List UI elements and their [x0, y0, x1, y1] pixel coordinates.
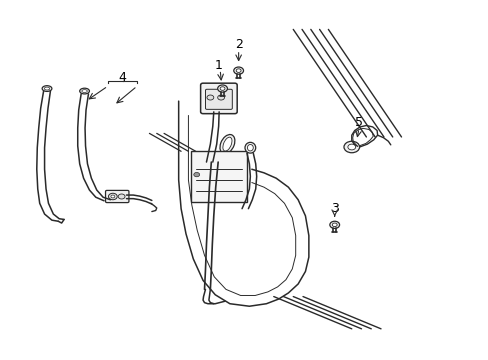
Circle shape	[347, 144, 355, 150]
Circle shape	[217, 95, 224, 100]
Text: 2: 2	[234, 38, 242, 51]
FancyBboxPatch shape	[105, 190, 129, 203]
Circle shape	[236, 69, 241, 72]
Text: 4: 4	[119, 71, 126, 84]
Circle shape	[111, 195, 115, 198]
FancyBboxPatch shape	[205, 89, 232, 109]
Circle shape	[343, 141, 359, 153]
Text: 3: 3	[330, 202, 338, 215]
Ellipse shape	[220, 135, 234, 154]
Ellipse shape	[42, 86, 52, 91]
Text: 5: 5	[354, 116, 363, 129]
Text: 1: 1	[214, 59, 222, 72]
Circle shape	[108, 193, 117, 200]
Circle shape	[329, 221, 339, 228]
Circle shape	[206, 95, 213, 100]
Circle shape	[220, 87, 224, 90]
Ellipse shape	[223, 137, 231, 151]
Circle shape	[217, 85, 227, 92]
Circle shape	[331, 223, 336, 226]
Ellipse shape	[80, 88, 89, 94]
Circle shape	[233, 67, 243, 74]
FancyBboxPatch shape	[200, 83, 237, 114]
Circle shape	[118, 194, 125, 199]
Circle shape	[193, 172, 199, 177]
Bar	[190, 151, 246, 202]
Ellipse shape	[44, 87, 50, 90]
Ellipse shape	[247, 144, 253, 151]
Ellipse shape	[244, 142, 255, 153]
Ellipse shape	[81, 90, 87, 93]
